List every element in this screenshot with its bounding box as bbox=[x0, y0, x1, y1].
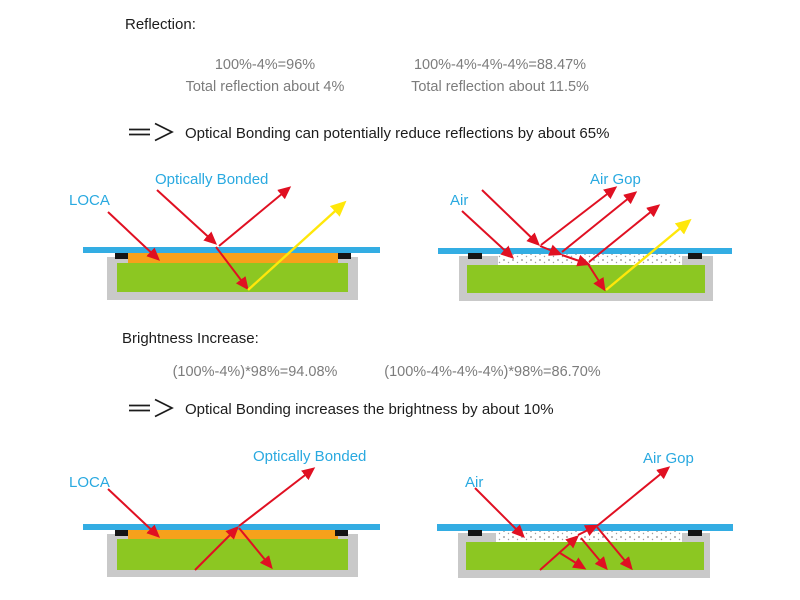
reflection-airgap-diagram: Air Gop Air bbox=[430, 168, 740, 310]
loca-label: LOCA bbox=[69, 474, 110, 491]
brightness-bonded-diagram: Optically Bonded LOCA bbox=[55, 445, 390, 590]
display-panel bbox=[467, 265, 705, 293]
refracted-ray-1 bbox=[539, 244, 563, 256]
display-panel bbox=[117, 539, 348, 570]
air-gap-layer bbox=[498, 254, 682, 265]
spacer-right bbox=[688, 253, 702, 259]
reflection-airgap-calc: 100%-4%-4%-4%=88.47% Total reflection ab… bbox=[385, 55, 615, 99]
bounce-down-ray-2 bbox=[580, 537, 608, 571]
airgap-label: Air Gop bbox=[643, 450, 694, 467]
implies-chevron bbox=[154, 122, 174, 142]
exit-ray bbox=[596, 466, 671, 527]
implies-chevron bbox=[154, 398, 174, 418]
reflected-ray-1 bbox=[540, 186, 618, 246]
reflection-bonded-formula: 100%-4%=96% bbox=[214, 57, 316, 73]
back-reflected-ray bbox=[238, 527, 273, 570]
emitted-ray-yellow bbox=[605, 218, 692, 291]
spacer-left bbox=[468, 530, 482, 536]
spacer-left bbox=[115, 530, 128, 536]
refracted-ray-2 bbox=[561, 254, 591, 267]
reflection-airgap-figure bbox=[438, 186, 732, 301]
spacer-right bbox=[688, 530, 702, 536]
incident-ray bbox=[481, 189, 541, 246]
transmitted-ray bbox=[587, 263, 606, 292]
emitted-ray-yellow bbox=[247, 200, 347, 291]
brightness-airgap-calc: (100%-4%-4%-4%)*98%=86.70% bbox=[375, 362, 610, 384]
air-pointer-arrow bbox=[474, 487, 525, 538]
glass-layer bbox=[83, 524, 380, 530]
reflected-ray bbox=[218, 186, 292, 247]
reflection-conclusion: Optical Bonding can potentially reduce r… bbox=[185, 125, 610, 142]
display-panel bbox=[466, 542, 704, 570]
glass-layer bbox=[437, 524, 733, 531]
incident-ray bbox=[156, 189, 218, 245]
reflection-bonded-calc: 100%-4%=96% Total reflection about 4% bbox=[155, 55, 375, 99]
brightness-airgap-diagram: Air Gop Air bbox=[430, 445, 740, 590]
glass-layer bbox=[83, 247, 380, 253]
transmitted-ray bbox=[215, 246, 249, 291]
reflected-ray-2 bbox=[561, 191, 638, 253]
loca-pointer-arrow bbox=[107, 488, 161, 538]
loca-label: LOCA bbox=[69, 192, 110, 209]
airgap-label: Air Gop bbox=[590, 171, 641, 188]
reflection-airgap-note: Total reflection about 11.5% bbox=[411, 78, 589, 95]
air-label: Air bbox=[465, 474, 484, 491]
emitted-ray-2 bbox=[577, 524, 599, 537]
bounce-down-ray-3 bbox=[596, 526, 633, 571]
brightness-bonded-formula: (100%-4%)*98%=94.08% bbox=[172, 364, 338, 380]
brightness-title: Brightness Increase: bbox=[122, 330, 259, 347]
reflection-airgap-formula: 100%-4%-4%-4%=88.47% bbox=[413, 57, 587, 73]
loca-layer bbox=[128, 253, 338, 263]
spacer-right bbox=[335, 530, 348, 536]
spacer-left bbox=[115, 253, 128, 259]
brightness-airgap-figure bbox=[437, 466, 733, 578]
air-label: Air bbox=[450, 192, 469, 209]
brightness-bonded-calc: (100%-4%)*98%=94.08% bbox=[145, 362, 365, 384]
bonded-label: Optically Bonded bbox=[253, 448, 367, 465]
bonded-label: Optically Bonded bbox=[155, 171, 269, 188]
glass-layer bbox=[438, 248, 732, 254]
bounce-down-ray-1 bbox=[559, 552, 587, 570]
air-pointer-arrow bbox=[461, 210, 515, 259]
reflection-bonded-note: Total reflection about 4% bbox=[185, 78, 345, 95]
loca-pointer-arrow bbox=[107, 211, 161, 261]
brightness-airgap-formula: (100%-4%-4%-4%)*98%=86.70% bbox=[384, 364, 601, 380]
reflected-ray-3 bbox=[588, 204, 661, 263]
implies-arrow-icon bbox=[127, 398, 175, 423]
brightness-conclusion: Optical Bonding increases the brightness… bbox=[185, 401, 554, 418]
reflection-bonded-figure bbox=[83, 186, 380, 300]
emitted-ray-inner bbox=[194, 526, 239, 571]
spacer-right bbox=[338, 253, 351, 259]
spacer-left bbox=[468, 253, 482, 259]
air-gap-layer bbox=[496, 531, 682, 542]
emitted-ray-1 bbox=[539, 535, 580, 571]
implies-arrow-icon bbox=[127, 122, 175, 147]
reflection-bonded-diagram: Optically Bonded LOCA bbox=[55, 168, 390, 310]
emitted-ray-outer bbox=[238, 467, 316, 527]
reflection-title: Reflection: bbox=[125, 16, 196, 33]
brightness-bonded-figure bbox=[83, 467, 380, 577]
